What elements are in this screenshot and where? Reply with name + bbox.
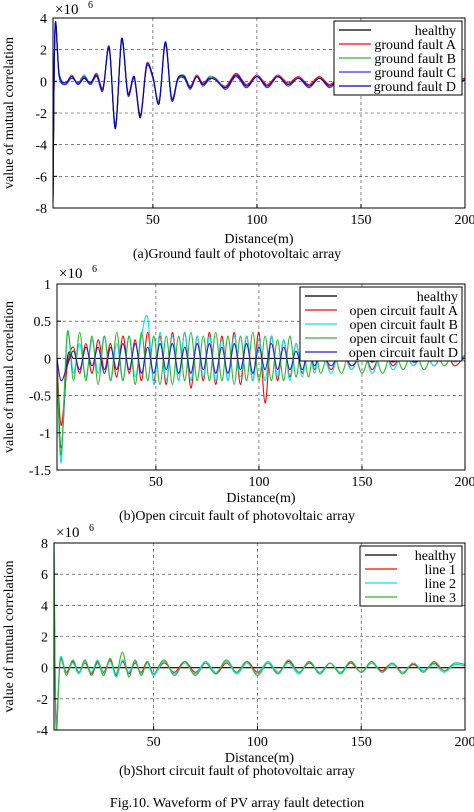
y-tick-label: -4 xyxy=(35,139,47,154)
legend-label: open circuit fault C xyxy=(350,332,458,347)
series-line-open-circuit-fault-C xyxy=(57,330,465,456)
legend-label: healthy xyxy=(417,290,458,305)
x-axis-label: Distance(m) xyxy=(226,491,296,506)
x-axis-label: Distance(m) xyxy=(225,751,295,766)
x-tick-label: 200 xyxy=(455,213,474,228)
axis-exponent: ×10 xyxy=(55,2,78,18)
legend-label: ground fault B xyxy=(374,52,456,67)
axis-exponent-power: 6 xyxy=(89,523,94,534)
x-tick-label: 100 xyxy=(248,475,269,490)
axis-exponent: ×10 xyxy=(56,525,79,541)
y-tick-label: 2 xyxy=(40,44,47,59)
y-axis-label: value of mutual correlation xyxy=(2,301,17,453)
legend-label: open circuit fault D xyxy=(349,346,458,361)
subplot-caption: (b)Open circuit fault of photovoltaic ar… xyxy=(119,509,355,524)
x-tick-label: 150 xyxy=(351,475,372,490)
y-tick-label: -0.5 xyxy=(29,390,51,405)
x-tick-label: 100 xyxy=(246,213,267,228)
axis-exponent-power: 6 xyxy=(88,0,93,11)
chart-panel-2: -4 -2 0 2 4 6 8 50 100 150 200 ×10 6 Distance(m) value… xyxy=(2,523,474,779)
y-tick-label: -6 xyxy=(35,170,47,185)
chart-panel-0: -8 -6 -4 -2 0 2 4 50 100 150 200 ×10 6 Distance(m) val… xyxy=(2,0,474,262)
legend-label: ground fault A xyxy=(374,38,457,53)
subplot-caption: (a)Ground fault of photovoltaic array xyxy=(133,247,341,262)
series-line-line-3 xyxy=(54,543,465,730)
y-tick-label: 0 xyxy=(44,352,51,367)
axis-exponent-power: 6 xyxy=(92,264,97,275)
y-tick-label: -1 xyxy=(39,427,51,442)
y-tick-label: -4 xyxy=(36,724,48,739)
y-tick-label: 0 xyxy=(41,662,48,677)
legend-box xyxy=(359,545,463,607)
subplot-caption: (b)Short circuit fault of photovoltaic a… xyxy=(119,764,355,779)
plot-frame xyxy=(56,283,466,471)
y-axis-label: value of mutual correlation xyxy=(2,37,17,189)
y-tick-label: 6 xyxy=(41,568,48,583)
y-tick-label: -2 xyxy=(36,693,48,708)
y-tick-label: 2 xyxy=(41,631,48,646)
legend-label: ground fault C xyxy=(374,66,456,81)
y-tick-label: 8 xyxy=(41,537,48,552)
legend-label: open circuit fault A xyxy=(350,304,459,319)
x-tick-label: 50 xyxy=(146,213,160,228)
y-tick-label: 0 xyxy=(40,75,47,90)
y-tick-label: -1.5 xyxy=(29,464,51,479)
legend-label: healthy xyxy=(415,549,456,564)
y-tick-label: -2 xyxy=(35,107,47,122)
legend-label: healthy xyxy=(415,24,456,39)
legend-label: line 2 xyxy=(425,577,457,592)
y-tick-label: -8 xyxy=(35,202,47,217)
y-tick-label: 1 xyxy=(44,278,51,293)
figure-caption: Fig.10. Waveform of PV array fault detec… xyxy=(109,796,365,811)
x-tick-label: 50 xyxy=(147,735,161,750)
series-group xyxy=(54,543,465,730)
x-tick-label: 150 xyxy=(350,213,371,228)
legend-label: open circuit fault B xyxy=(350,318,458,333)
x-tick-label: 50 xyxy=(149,475,163,490)
legend-label: line 1 xyxy=(425,563,457,578)
y-tick-label: 4 xyxy=(40,12,47,27)
y-tick-label: 0.5 xyxy=(34,315,52,330)
x-tick-label: 200 xyxy=(455,475,474,490)
legend-label: line 3 xyxy=(425,591,457,606)
x-axis-label: Distance(m) xyxy=(224,232,294,247)
x-tick-label: 200 xyxy=(455,735,474,750)
x-tick-label: 100 xyxy=(247,735,268,750)
y-axis-label: value of mutual correlation xyxy=(2,561,17,713)
x-tick-label: 150 xyxy=(351,735,372,750)
axis-exponent: ×10 xyxy=(59,266,82,282)
y-tick-label: 4 xyxy=(41,599,48,614)
legend-label: ground fault D xyxy=(374,80,456,95)
